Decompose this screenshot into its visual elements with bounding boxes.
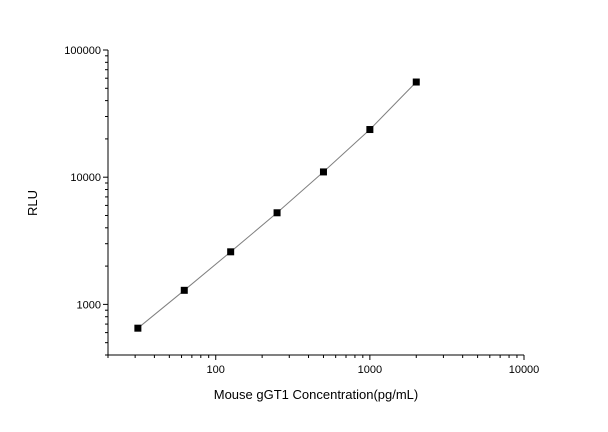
x-tick-labels: 100 1000 10000 xyxy=(207,364,540,376)
x-tick-label: 10000 xyxy=(509,364,540,376)
x-tick-label: 100 xyxy=(207,364,225,376)
x-axis-label: Mouse gGT1 Concentration(pg/mL) xyxy=(214,387,418,402)
y-tick-label: 100000 xyxy=(64,45,101,57)
y-tick-label: 1000 xyxy=(77,299,101,311)
data-point xyxy=(180,286,188,294)
data-point xyxy=(227,248,235,256)
series xyxy=(134,78,420,332)
data-point xyxy=(273,209,281,217)
y-axis-label: RLU xyxy=(25,190,40,216)
y-tick-labels: 1000 10000 100000 xyxy=(64,45,101,311)
axes xyxy=(103,49,525,360)
series-line xyxy=(137,81,417,329)
data-point xyxy=(366,126,374,134)
data-point xyxy=(134,324,142,332)
y-tick-label: 10000 xyxy=(70,172,101,184)
data-point xyxy=(319,168,327,176)
data-point xyxy=(412,78,420,86)
x-tick-label: 1000 xyxy=(358,364,382,376)
